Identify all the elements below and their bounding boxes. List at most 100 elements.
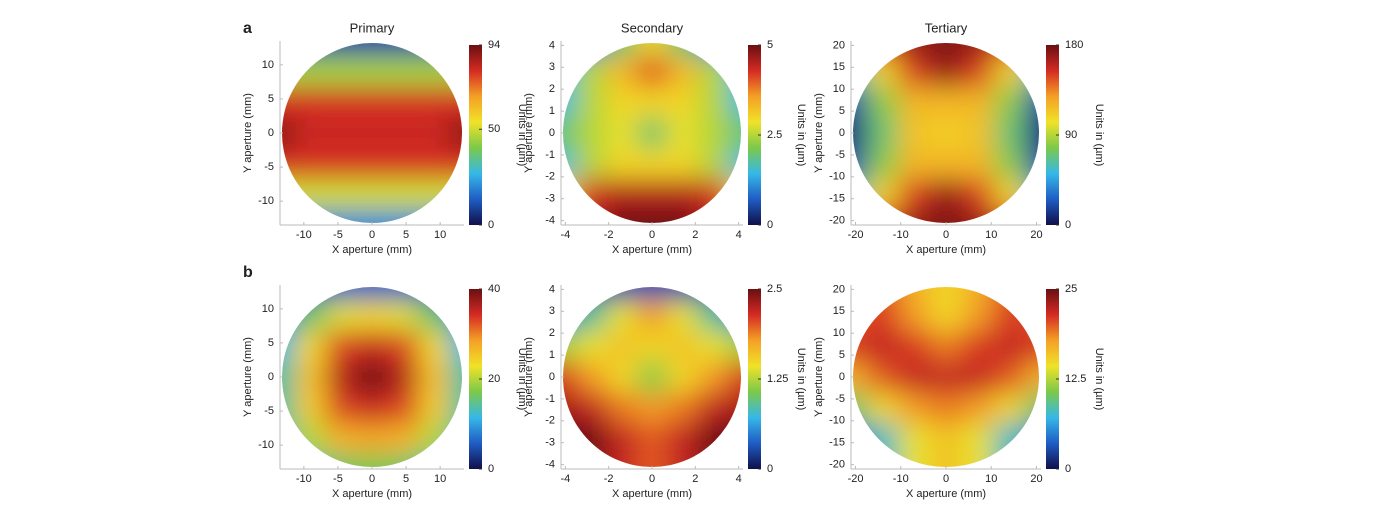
- cell: [898, 87, 931, 119]
- x-tick-label: -2: [604, 229, 614, 241]
- field: [563, 287, 741, 467]
- cell: [866, 56, 899, 88]
- y-tick-label: 0: [839, 127, 845, 139]
- cell: [993, 148, 1026, 180]
- colorbar-tick-label: 20: [488, 373, 500, 385]
- colorbar-label: Units in (µm): [516, 348, 528, 411]
- cell: [356, 423, 388, 455]
- cell: [563, 361, 577, 393]
- x-tick-label: 5: [403, 229, 409, 241]
- cell: [576, 43, 607, 57]
- colorbar-label: Units in (µm): [1093, 104, 1105, 167]
- y-tick-label: 2: [549, 83, 555, 95]
- y-tick-label: -10: [258, 195, 274, 207]
- x-tick-label: 0: [943, 473, 949, 485]
- cell: [418, 392, 450, 424]
- x-tick-label: 0: [649, 473, 655, 485]
- cell: [930, 361, 963, 393]
- x-axis-label: X aperture (mm): [906, 488, 986, 500]
- colorbar-tick-label: 2.5: [767, 129, 782, 141]
- y-tick-label: -5: [835, 393, 845, 405]
- y-tick-label: -15: [829, 193, 845, 205]
- cell: [961, 148, 994, 180]
- cell: [930, 148, 963, 180]
- x-tick-label: -20: [848, 473, 864, 485]
- cell: [930, 287, 963, 301]
- cell: [697, 331, 729, 363]
- x-tick-label: 0: [369, 473, 375, 485]
- cell: [898, 56, 931, 88]
- cell: [993, 453, 1026, 467]
- y-axis-label: Y aperture (mm): [523, 337, 535, 417]
- cell: [418, 117, 450, 149]
- cell: [576, 87, 607, 119]
- y-tick-label: 20: [833, 39, 845, 51]
- y-tick-label: 0: [268, 127, 274, 139]
- cell: [295, 117, 327, 149]
- x-tick-label: 20: [1030, 473, 1042, 485]
- cell: [961, 87, 994, 119]
- cell: [576, 179, 607, 211]
- cell: [563, 287, 577, 301]
- cell: [326, 179, 358, 211]
- cell: [898, 300, 931, 332]
- cell: [356, 392, 388, 424]
- cell: [326, 56, 358, 88]
- y-tick-label: -2: [545, 171, 555, 183]
- colorbar: [1046, 45, 1059, 225]
- y-tick-label: 0: [839, 371, 845, 383]
- x-tick-label: 4: [736, 229, 742, 241]
- cell: [866, 43, 899, 57]
- colorbar-tick-label: 0: [767, 463, 773, 475]
- y-tick-label: -15: [829, 437, 845, 449]
- cell: [636, 148, 668, 180]
- x-tick-label: 0: [369, 229, 375, 241]
- y-axis-label: Y aperture (mm): [242, 337, 254, 417]
- colorbar: [469, 45, 482, 225]
- cell: [1025, 361, 1039, 393]
- cell: [636, 87, 668, 119]
- colorbar-tick-label: 5: [767, 39, 773, 51]
- cell: [418, 287, 450, 301]
- panel-letter: b: [243, 264, 253, 281]
- cell: [576, 453, 607, 467]
- cell: [667, 56, 698, 88]
- panel: -20 -10 0 10 20 -20 -15 -10 -5 0 5 10 15 20 X aperture…: [813, 283, 1105, 500]
- y-axis-label: Y aperture (mm): [242, 93, 254, 173]
- y-tick-label: 5: [268, 337, 274, 349]
- y-tick-label: 10: [262, 59, 274, 71]
- cell: [898, 117, 931, 149]
- y-tick-label: 0: [549, 371, 555, 383]
- cell: [356, 56, 388, 88]
- cell: [636, 209, 668, 223]
- colorbar-tick-label: 2.5: [767, 283, 782, 295]
- cell: [606, 423, 638, 455]
- x-tick-label: -2: [604, 473, 614, 485]
- cell: [667, 331, 698, 363]
- cell: [636, 287, 668, 301]
- cell: [448, 361, 462, 393]
- x-tick-label: 10: [434, 473, 446, 485]
- panel: Secondary -4 -2 0 2 4 -4 -3 -2 -1 0 1 2 3 4 X aperture …: [523, 20, 807, 255]
- y-tick-label: 10: [833, 327, 845, 339]
- cell: [636, 453, 668, 467]
- colorbar: [748, 45, 761, 225]
- panel-title: Secondary: [621, 20, 684, 35]
- cell: [295, 43, 327, 57]
- cell: [418, 43, 450, 57]
- cell: [326, 361, 358, 393]
- cell: [387, 300, 419, 332]
- cell: [930, 43, 963, 57]
- cell: [387, 392, 419, 424]
- y-tick-label: -4: [545, 215, 555, 227]
- cell: [697, 117, 729, 149]
- y-tick-label: 1: [549, 349, 555, 361]
- cell: [418, 361, 450, 393]
- cell: [576, 287, 607, 301]
- cell: [576, 392, 607, 424]
- cell: [898, 179, 931, 211]
- x-axis-label: X aperture (mm): [906, 244, 986, 256]
- panel: Tertiary -20 -10 0 10 20 -20 -15 -10 -5 0 5 10 15 20 X …: [813, 20, 1105, 256]
- cell: [326, 148, 358, 180]
- cell: [866, 148, 899, 180]
